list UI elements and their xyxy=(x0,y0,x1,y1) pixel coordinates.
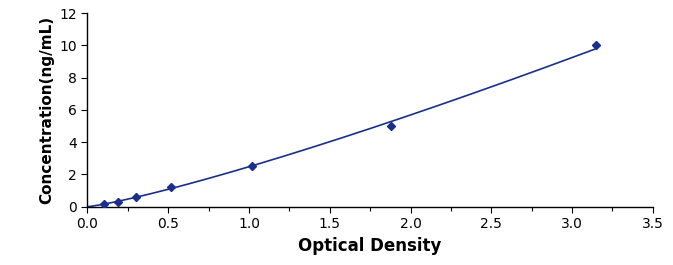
Y-axis label: Concentration(ng/mL): Concentration(ng/mL) xyxy=(39,16,54,204)
X-axis label: Optical Density: Optical Density xyxy=(298,237,442,255)
